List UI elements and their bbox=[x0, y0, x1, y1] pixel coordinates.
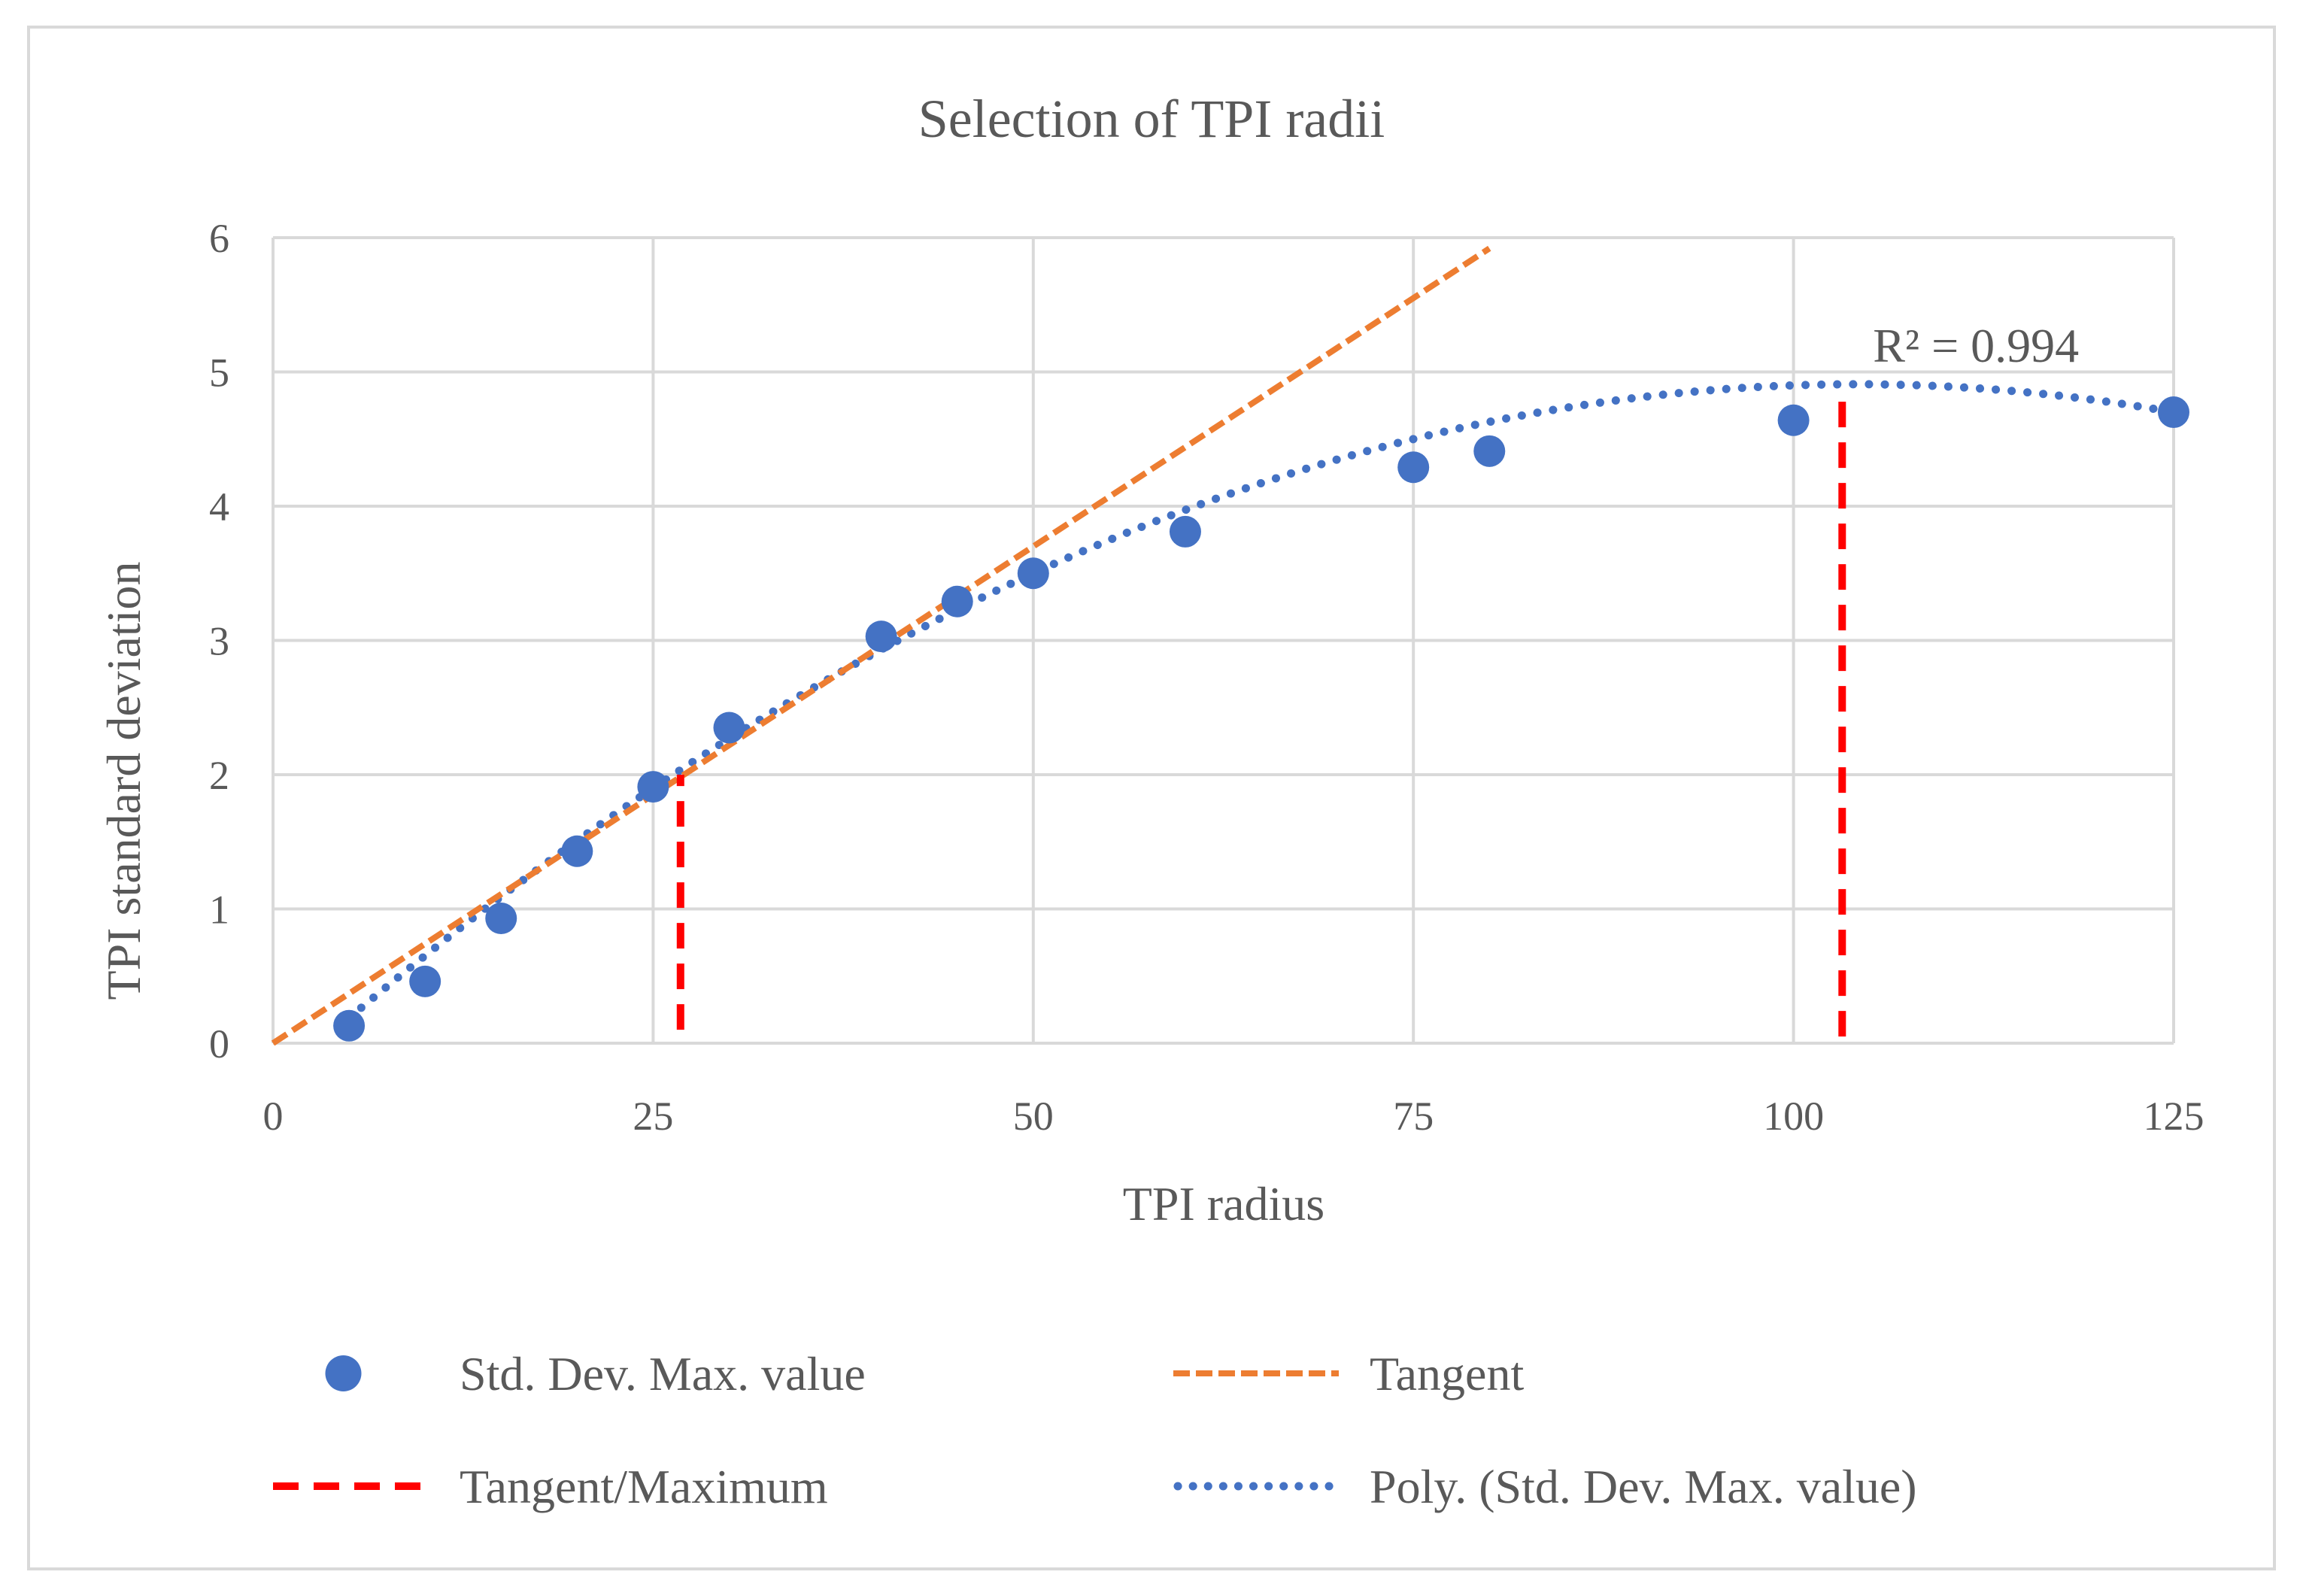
data-point bbox=[1397, 451, 1430, 484]
x-tick-label: 125 bbox=[2144, 1094, 2204, 1139]
data-point bbox=[865, 620, 897, 653]
data-point bbox=[941, 585, 973, 617]
x-tick-label: 75 bbox=[1393, 1094, 1434, 1139]
x-axis-label: TPI radius bbox=[1123, 1177, 1324, 1230]
y-tick-label: 6 bbox=[209, 216, 229, 261]
plot-area bbox=[271, 245, 2189, 1046]
legend-label: Tangent bbox=[1370, 1347, 1524, 1400]
y-tick-label: 0 bbox=[209, 1021, 229, 1067]
y-tick-label: 2 bbox=[209, 753, 229, 798]
chart-border bbox=[27, 26, 2276, 1570]
data-point bbox=[561, 835, 593, 867]
chart-title: Selection of TPI radii bbox=[918, 89, 1385, 149]
legend: Std. Dev. Max. value Tangent Tangent/Maxim… bbox=[273, 1347, 1917, 1513]
legend-label: Poly. (Std. Dev. Max. value) bbox=[1370, 1460, 1917, 1513]
data-point bbox=[485, 902, 517, 934]
data-point bbox=[1473, 435, 1506, 467]
data-point bbox=[333, 1009, 366, 1042]
y-tick-label: 5 bbox=[209, 350, 229, 396]
legend-label: Std. Dev. Max. value bbox=[460, 1347, 866, 1400]
r-squared-annotation: R² = 0.994 bbox=[1873, 319, 2079, 372]
x-tick-label: 50 bbox=[1013, 1094, 1054, 1139]
y-tick-label: 1 bbox=[209, 888, 229, 933]
data-point bbox=[637, 771, 669, 803]
data-point bbox=[713, 712, 745, 744]
x-tick-label: 25 bbox=[633, 1094, 673, 1139]
data-point bbox=[1017, 557, 1049, 590]
data-point bbox=[409, 965, 441, 997]
tick-labels: 0 1 2 3 4 5 6 0 25 50 75 100 125 bbox=[209, 216, 2204, 1139]
y-axis-label: TPI standard deviation bbox=[97, 562, 150, 1000]
data-point bbox=[1777, 404, 1810, 436]
legend-marker-scatter bbox=[325, 1355, 362, 1391]
x-tick-label: 0 bbox=[263, 1094, 284, 1139]
data-point bbox=[2158, 396, 2189, 429]
y-tick-label: 3 bbox=[209, 619, 229, 664]
x-tick-label: 100 bbox=[1763, 1094, 1824, 1139]
legend-label: Tangent/Maximum bbox=[460, 1460, 828, 1513]
data-point bbox=[1169, 515, 1201, 548]
y-tick-label: 4 bbox=[209, 484, 229, 529]
gridlines bbox=[272, 236, 2175, 1045]
